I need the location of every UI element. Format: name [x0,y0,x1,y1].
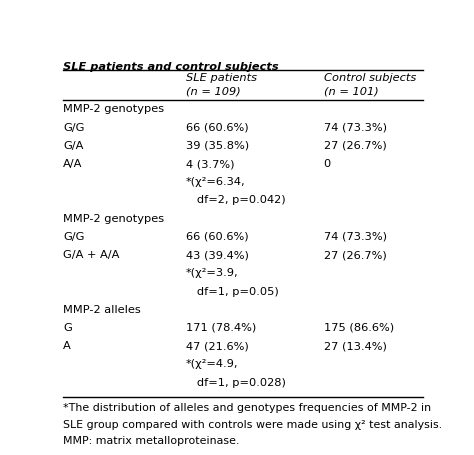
Text: 27 (13.4%): 27 (13.4%) [324,341,387,351]
Text: G/G: G/G [63,122,84,132]
Text: 74 (73.3%): 74 (73.3%) [324,232,387,242]
Text: A: A [63,341,71,351]
Text: 43 (39.4%): 43 (39.4%) [186,250,249,260]
Text: *(χ²=3.9,: *(χ²=3.9, [186,268,238,278]
Text: 27 (26.7%): 27 (26.7%) [324,141,386,151]
Text: 74 (73.3%): 74 (73.3%) [324,122,387,132]
Text: Control subjects: Control subjects [324,73,416,83]
Text: 47 (21.6%): 47 (21.6%) [186,341,249,351]
Text: SLE patients and control subjects: SLE patients and control subjects [63,62,279,72]
Text: df=1, p=0.05): df=1, p=0.05) [186,287,279,297]
Text: 171 (78.4%): 171 (78.4%) [186,323,256,333]
Text: 27 (26.7%): 27 (26.7%) [324,250,386,260]
Text: A/A: A/A [63,159,82,169]
Text: df=2, p=0.042): df=2, p=0.042) [186,196,286,206]
Text: 0: 0 [324,159,331,169]
Text: df=1, p=0.028): df=1, p=0.028) [186,378,286,388]
Text: *(χ²=6.34,: *(χ²=6.34, [186,177,246,187]
Text: G: G [63,323,72,333]
Text: MMP: matrix metalloproteinase.: MMP: matrix metalloproteinase. [63,436,239,446]
Text: *The distribution of alleles and genotypes frequencies of MMP-2 in: *The distribution of alleles and genotyp… [63,403,431,413]
Text: G/G: G/G [63,232,84,242]
Text: 4 (3.7%): 4 (3.7%) [186,159,235,169]
Text: (n = 109): (n = 109) [186,86,241,96]
Text: G/A + A/A: G/A + A/A [63,250,119,260]
Text: 66 (60.6%): 66 (60.6%) [186,232,248,242]
Text: *(χ²=4.9,: *(χ²=4.9, [186,359,238,369]
Text: 175 (86.6%): 175 (86.6%) [324,323,394,333]
Text: (n = 101): (n = 101) [324,86,379,96]
Text: SLE group compared with controls were made using χ² test analysis.: SLE group compared with controls were ma… [63,420,442,430]
Text: G/A: G/A [63,141,83,151]
Text: MMP-2 genotypes: MMP-2 genotypes [63,214,164,224]
Text: MMP-2 alleles: MMP-2 alleles [63,305,141,315]
Text: 39 (35.8%): 39 (35.8%) [186,141,249,151]
Text: 66 (60.6%): 66 (60.6%) [186,122,248,132]
Text: MMP-2 genotypes: MMP-2 genotypes [63,104,164,114]
Text: SLE patients: SLE patients [186,73,257,83]
